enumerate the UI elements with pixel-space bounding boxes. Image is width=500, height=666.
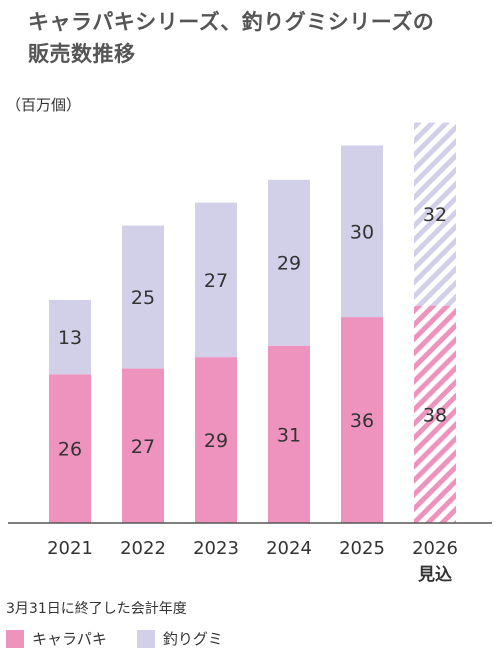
legend-swatch-series1 — [6, 629, 24, 648]
data-label-series2-2023: 27 — [204, 270, 228, 292]
bar-series1-2024 — [268, 345, 310, 523]
bar-series1-2023 — [195, 357, 237, 523]
bar-series2-2025 — [341, 145, 383, 318]
legend-label-series2: 釣りグミ — [162, 630, 223, 648]
data-label-series2-2021: 13 — [58, 327, 82, 349]
data-label-series2-2026: 32 — [423, 204, 447, 226]
x-tick-label-2025: 2025 — [339, 538, 385, 559]
fiscal-year-note: 3月31日に終了した会計年度 — [6, 601, 187, 617]
bar-series2-2022 — [122, 225, 164, 369]
chart-title-line1: キャラパキシリーズ、釣りグミシリーズの — [28, 10, 435, 34]
bar-series1-2025 — [341, 317, 383, 523]
legend-label-series1: キャラパキ — [32, 630, 107, 648]
data-label-series1-2023: 29 — [204, 430, 228, 452]
data-label-series1-2022: 27 — [131, 436, 155, 458]
x-tick-label-2022: 2022 — [120, 538, 166, 559]
data-label-series1-2024: 31 — [277, 424, 301, 446]
bar-series2-2026 — [414, 122, 456, 306]
bar-series1-2026 — [414, 305, 456, 523]
data-label-series2-2024: 29 — [277, 253, 301, 275]
data-label-series2-2025: 30 — [350, 221, 374, 243]
legend-item-series2: 釣りグミ — [136, 628, 223, 649]
unit-label: （百万個） — [6, 96, 82, 114]
stacked-bar-chart: 26 13 2021 27 25 2022 29 27 2023 31 29 2024 36 30 2025… — [8, 122, 492, 585]
data-label-series2-2022: 25 — [131, 287, 155, 309]
x-tick-label-2023: 2023 — [193, 538, 239, 559]
bar-series2-2021 — [49, 299, 91, 375]
data-label-series1-2025: 36 — [350, 410, 374, 432]
bar-series2-2024 — [268, 179, 310, 346]
x-tick-label-2021: 2021 — [47, 538, 93, 559]
legend-swatch-series2 — [136, 629, 155, 648]
bar-series1-2022 — [122, 368, 164, 523]
bar-series1-2021 — [49, 374, 91, 523]
legend: キャラパキ 釣りグミ — [6, 628, 253, 649]
x-tick-sublabel-2026: 見込 — [417, 565, 452, 585]
chart-title-line2: 販売数推移 — [28, 42, 136, 66]
bar-series2-2023 — [195, 202, 237, 358]
chart-title: キャラパキシリーズ、釣りグミシリーズの 販売数推移 — [28, 6, 488, 70]
data-label-series1-2026: 38 — [423, 404, 447, 426]
legend-item-series1: キャラパキ — [6, 628, 107, 649]
x-tick-label-2026: 2026 — [412, 538, 458, 559]
data-label-series1-2021: 26 — [58, 439, 82, 461]
x-tick-label-2024: 2024 — [266, 538, 312, 559]
